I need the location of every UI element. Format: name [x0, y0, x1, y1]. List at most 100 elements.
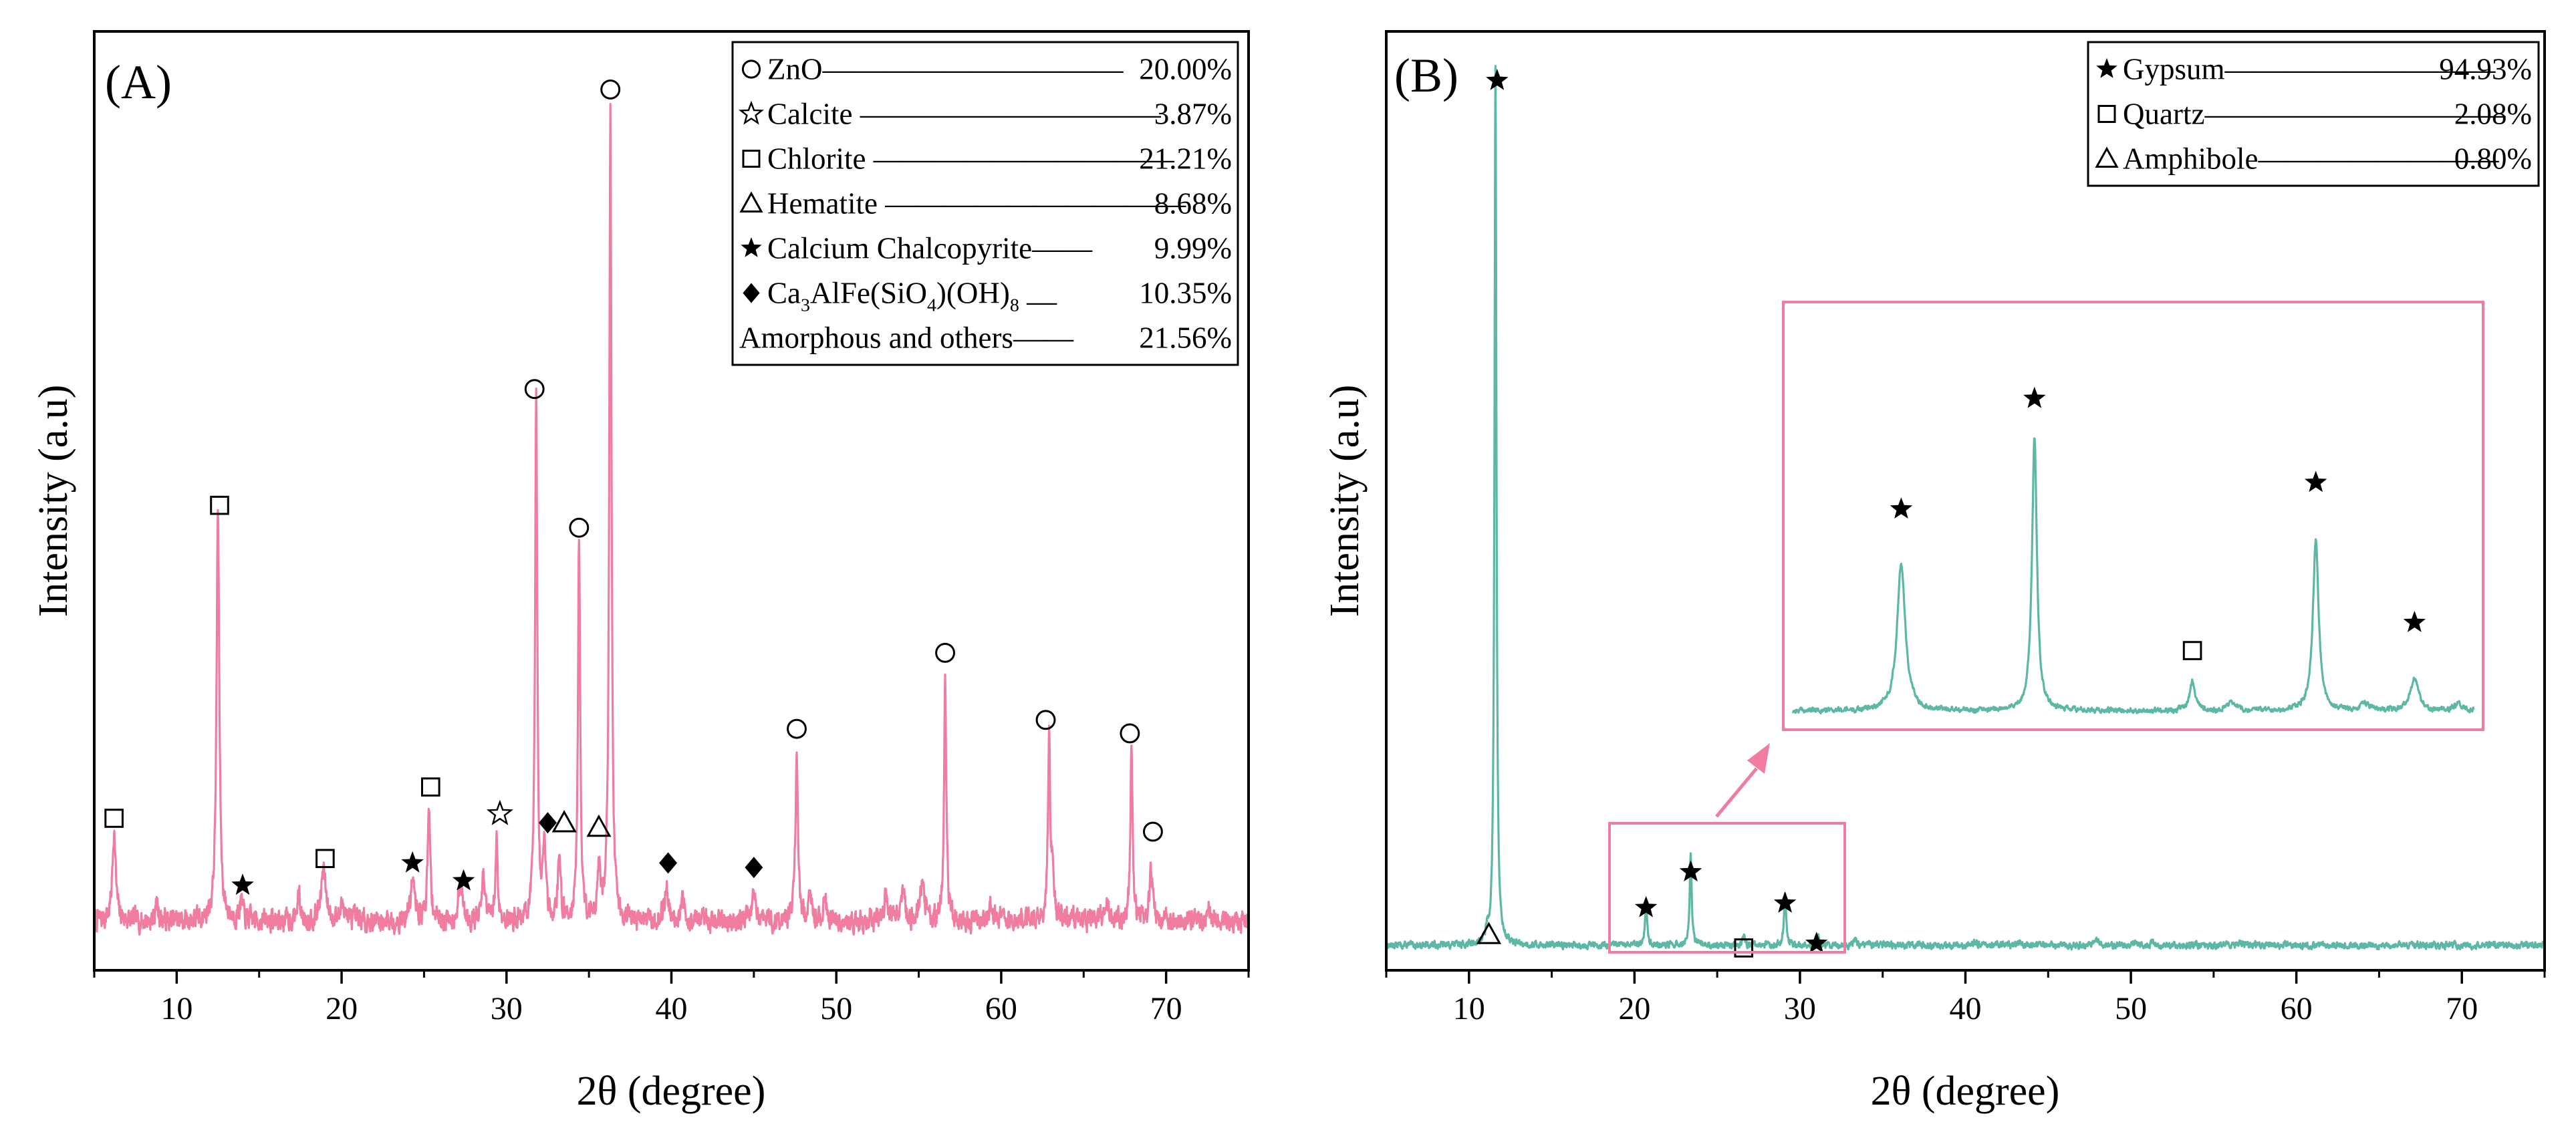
x-tick-label: 40: [1950, 991, 1982, 1026]
legend-entry-value: 21.21%: [1139, 142, 1232, 175]
legend-leader: ——————————: [866, 142, 1174, 175]
y-axis-label: Intensity (a.u): [31, 385, 76, 617]
phase-marker-open-square: [104, 809, 124, 828]
legend-leader: ——————————: [2204, 97, 2506, 130]
legend-entry-label: Calcite ——————————: [767, 97, 1162, 130]
inset-zoom: [1782, 301, 2484, 731]
legend-leader: ——————————: [852, 97, 1161, 130]
inset-marker-filled-star: [2023, 386, 2046, 408]
legend-marker-open-triangle: [739, 191, 763, 213]
phase-marker-filled-diamond: [539, 812, 557, 834]
legend-entry-value: 10.35%: [1139, 276, 1232, 309]
legend-entry-value: 20.00%: [1139, 52, 1232, 86]
phase-marker-filled-star: [1486, 69, 1509, 90]
x-tick-label: 20: [1618, 991, 1650, 1026]
legend-marker-filled-star: [2096, 58, 2117, 78]
x-tick-label: 70: [2446, 991, 2478, 1026]
legend-entry-value: 0.80%: [2454, 142, 2532, 175]
legend-entry-value: 21.56%: [1139, 321, 1232, 354]
x-tick-label: 50: [820, 991, 852, 1026]
legend: ZnO—————————— 20.00% Calcite ——————————3.8…: [731, 41, 1239, 366]
phase-marker-filled-star: [1634, 895, 1658, 918]
legend-label-part: Ca: [767, 276, 801, 309]
legend-leader: —: [1019, 284, 1057, 317]
legend-entry-label: Gypsum—————————: [2123, 52, 2496, 86]
legend-label-part: 8: [1010, 295, 1019, 315]
legend-leader: ——————————: [822, 52, 1124, 86]
legend-entry-value: 8.68%: [1154, 186, 1232, 220]
panel-label: (A): [105, 55, 172, 109]
phase-marker-filled-diamond: [659, 852, 678, 874]
legend-marker-filled-diamond: [743, 283, 760, 303]
y-axis-label: Intensity (a.u): [1322, 385, 1368, 617]
phase-marker-filled-star: [1679, 860, 1702, 881]
legend-label-part: AlFe(SiO: [810, 276, 927, 309]
phase-marker-filled-star: [231, 873, 254, 895]
x-tick-label: 30: [491, 991, 523, 1026]
legend-entry-value: 3.87%: [1154, 97, 1232, 130]
legend-entry-label: ZnO——————————: [767, 52, 1124, 86]
legend-entry-value: 2.08%: [2454, 97, 2532, 130]
phase-marker-open-square: [210, 495, 229, 515]
legend-marker-open-square: [2097, 105, 2116, 123]
inset-frame: [1782, 301, 2484, 731]
legend-entry-label: Amorphous and others——: [739, 321, 1074, 354]
zoom-arrow-line: [1715, 767, 1758, 818]
x-tick-label: 20: [326, 991, 358, 1026]
phase-marker-open-square: [420, 777, 440, 797]
legend-entry-label: Amphibole————————: [2123, 142, 2499, 175]
legend-entry-value: 9.99%: [1154, 231, 1232, 265]
legend-entry-label: Calcium Chalcopyrite——: [767, 231, 1093, 265]
phase-marker-open-triangle: [551, 810, 577, 833]
phase-marker-open-circle: [787, 718, 807, 739]
phase-marker-open-circle: [935, 643, 955, 663]
panel-label: (B): [1394, 49, 1458, 102]
phase-marker-filled-star: [401, 851, 424, 873]
legend-entry-value: 94.93%: [2439, 52, 2532, 86]
phase-marker-open-circle: [1035, 710, 1056, 730]
legend-marker-open-star: [739, 100, 764, 125]
legend-entry-label: Quartz——————————: [2123, 97, 2506, 130]
phase-marker-open-circle: [1120, 723, 1140, 744]
phase-marker-open-circle: [600, 80, 621, 100]
chart-panel-a: 10 20 30 40 50 60 70 2θ (degree) Intensity (a.u)…: [31, 30, 1250, 1114]
phase-marker-filled-star: [1805, 932, 1828, 954]
phase-marker-filled-star: [452, 869, 475, 891]
phase-marker-filled-star: [1773, 891, 1797, 913]
phase-marker-open-square: [1734, 938, 1754, 958]
phase-marker-open-square: [315, 849, 335, 869]
legend-leader: —————————: [2224, 52, 2496, 86]
phase-marker-filled-diamond: [745, 857, 763, 879]
inset-pattern-line: [1791, 437, 2475, 715]
legend-label-part: 4: [927, 295, 936, 315]
legend-label-part: )(OH): [936, 276, 1010, 309]
zoom-region-box: [1608, 822, 1846, 954]
legend-marker-open-triangle: [2095, 146, 2119, 168]
x-tick-label: 70: [1150, 991, 1182, 1026]
x-axis-label: 2θ (degree): [577, 1069, 766, 1114]
phase-marker-open-triangle: [586, 814, 612, 837]
inset-marker-open-square: [2182, 641, 2202, 660]
legend: Gypsum—————————94.93% Quartz——————————2.0…: [2087, 41, 2540, 187]
legend-entry-label: Chlorite ——————————: [767, 142, 1175, 175]
x-tick-label: 60: [985, 991, 1017, 1026]
x-tick-label: 40: [656, 991, 688, 1026]
phase-marker-open-circle: [524, 379, 545, 400]
phase-marker-open-circle: [569, 517, 590, 538]
legend-leader: ————————: [2257, 142, 2499, 175]
phase-marker-open-triangle: [1476, 922, 1502, 944]
x-tick-label: 60: [2281, 991, 2313, 1026]
legend-box: [731, 41, 1239, 366]
inset-marker-filled-star: [1890, 497, 1913, 519]
inset-marker-filled-star: [2305, 470, 2327, 492]
zoom-arrow-head: [1747, 743, 1770, 774]
legend-entry-label: Ca3AlFe(SiO4)(OH)8 —: [767, 276, 1057, 317]
chart-panel-b: 10 20 30 40 50 60 70 2θ (degree) Intensity (a.u)…: [1322, 30, 2546, 1114]
legend-label-part: 3: [801, 295, 810, 315]
legend-leader: ——: [1013, 321, 1074, 354]
phase-marker-open-star: [486, 799, 514, 825]
legend-marker-filled-star: [741, 237, 762, 257]
x-tick-label: 10: [1453, 991, 1485, 1026]
x-tick-label: 10: [160, 991, 192, 1026]
